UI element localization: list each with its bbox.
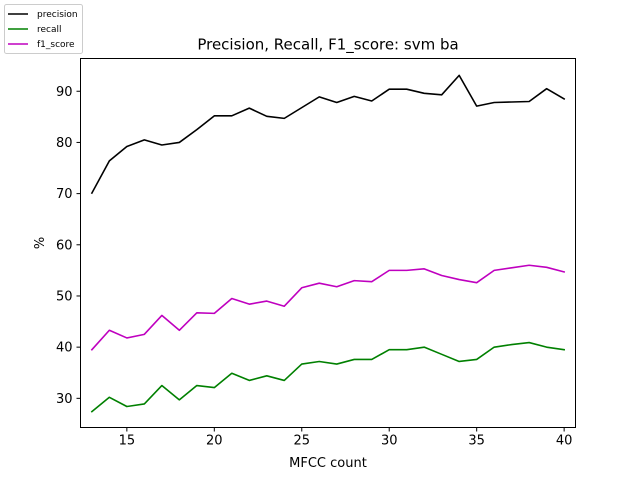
y-tick-label: 60 xyxy=(56,238,73,253)
series-line-f1-score xyxy=(90,264,566,351)
legend-box xyxy=(4,4,83,54)
x-tick-label: 25 xyxy=(293,434,310,449)
legend-label-recall: recall xyxy=(37,25,62,35)
y-tick-label: 70 xyxy=(56,187,73,202)
legend-label-f1-score: f1_score xyxy=(37,40,75,50)
x-axis-label: MFCC count xyxy=(289,456,367,471)
y-tick-label: 30 xyxy=(56,392,73,407)
chart-title: Precision, Recall, F1_score: svm ba xyxy=(197,36,458,55)
x-tick-label: 20 xyxy=(206,434,223,449)
y-tick-label: 40 xyxy=(56,341,73,356)
series-line-precision xyxy=(90,74,566,195)
series-line-recall xyxy=(90,341,566,413)
legend-label-precision: precision xyxy=(37,10,78,20)
x-tick-label: 15 xyxy=(119,434,136,449)
y-tick-label: 50 xyxy=(56,289,73,304)
x-tick-label: 40 xyxy=(556,434,573,449)
x-tick-label: 30 xyxy=(381,434,398,449)
x-tick-label: 35 xyxy=(468,434,485,449)
y-tick-label: 90 xyxy=(56,85,73,100)
plot-frame xyxy=(80,58,576,428)
y-tick-label: 80 xyxy=(56,136,73,151)
y-axis-label: % xyxy=(33,237,48,249)
